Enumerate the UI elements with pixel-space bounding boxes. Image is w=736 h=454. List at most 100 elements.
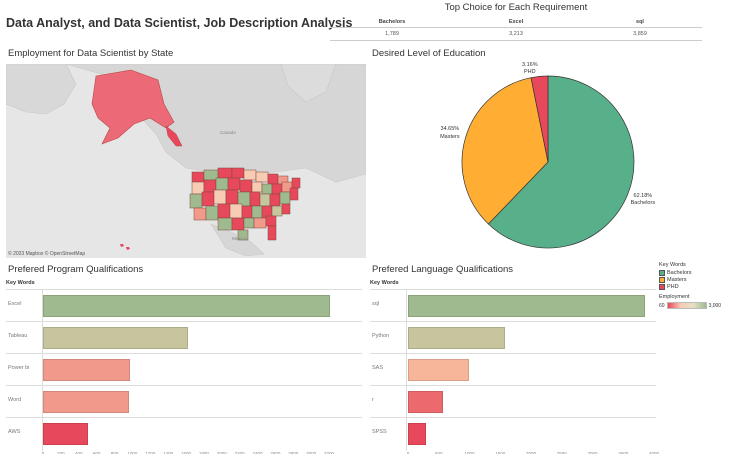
education-pie[interactable]: 62.18% Bachelors 34.65% Masters 3.16% PHD	[372, 62, 662, 258]
x-axis-tick: 3200	[323, 451, 335, 454]
bar-category-label: Power bi	[8, 365, 30, 371]
category-column-separator	[406, 289, 407, 451]
legend-swatch	[659, 277, 665, 283]
pie-label-name: PHD	[523, 69, 536, 76]
bar-row: sql	[370, 289, 656, 320]
top-choice-header: Excel	[454, 17, 578, 28]
top-choice-header: sql	[578, 17, 702, 28]
bar-category-label: r	[372, 397, 374, 403]
dashboard-title: Data Analyst, and Data Scientist, Job De…	[6, 16, 353, 30]
bar[interactable]	[408, 295, 646, 317]
legend-swatch	[659, 284, 665, 290]
pie-canvas	[461, 75, 635, 249]
x-axis-tick: 800	[110, 451, 119, 454]
map-title: Employment for Data Scientist by State	[8, 48, 174, 59]
x-axis-tick: 1600	[180, 451, 192, 454]
legend-item[interactable]: Bachelors	[659, 270, 735, 276]
language-col-header: Key Words	[370, 280, 399, 286]
legend-item[interactable]: Masters	[659, 277, 735, 283]
x-axis-tick: 2000	[525, 451, 537, 454]
pie-label-pct: 3.16%	[522, 62, 538, 68]
bar-category-label: SPSS	[372, 429, 387, 435]
map-label-mexico: Mexico	[232, 236, 247, 241]
legend-item[interactable]: PHD	[659, 284, 735, 290]
pie-label-pct: 34.65%	[440, 126, 460, 133]
program-col-header: Key Words	[6, 280, 35, 286]
x-axis-tick: 3000	[587, 451, 598, 454]
top-choice-table: Bachelors Excel sql 1,789 3,213 3,859	[330, 17, 702, 41]
legend-swatch	[659, 270, 665, 276]
pie-label-name: Masters	[440, 133, 460, 140]
bar-row: SPSS	[370, 417, 656, 448]
bar-row: Power bi	[6, 353, 362, 384]
x-axis-tick: 1500	[495, 451, 506, 454]
legend-item-label: Bachelors	[667, 270, 692, 276]
x-axis-tick: 1200	[145, 451, 156, 454]
bar[interactable]	[43, 327, 188, 349]
state-alaska[interactable]	[91, 69, 175, 145]
pie-slice-phd[interactable]	[530, 75, 549, 163]
x-axis: 0 500 1000 1500 2000 2500 3000 3500 4000	[370, 451, 660, 454]
bar-category-label: Word	[8, 397, 22, 403]
bar[interactable]	[43, 391, 129, 413]
pie-label-phd: 3.16% PHD	[522, 62, 538, 76]
bar[interactable]	[408, 391, 444, 413]
x-axis-tick: 3500	[618, 451, 629, 454]
bar[interactable]	[43, 359, 130, 381]
employment-max: 3,000	[708, 302, 722, 309]
bar-category-label: AWS	[8, 429, 21, 435]
x-axis-tick: 2600	[270, 451, 281, 454]
bar-row: AWS	[6, 417, 362, 448]
bar-category-label: Tableau	[8, 333, 28, 339]
x-axis-tick: 4000	[648, 451, 660, 454]
top-choice-title: Top Choice for Each Requirement	[444, 2, 588, 13]
x-axis: 0 200 400 600 800 1000 1200 1400 1600 1800 2000 220…	[6, 451, 362, 454]
bar[interactable]	[43, 295, 331, 317]
x-axis-tick: 2000	[216, 451, 227, 454]
x-axis-tick: 2500	[556, 451, 567, 454]
pie-label-masters: 34.65% Masters	[440, 126, 460, 140]
bar-category-label: SAS	[372, 365, 384, 371]
top-choice-header: Bachelors	[330, 17, 454, 28]
x-axis-tick: 2800	[288, 451, 299, 454]
language-chart: Key Words sql Python SAS r SPSS 0 500 1000 1500 2…	[370, 280, 660, 454]
top-choice-value: 1,789	[330, 27, 454, 41]
bar[interactable]	[408, 327, 506, 349]
bar-category-label: sql	[372, 301, 380, 307]
category-column-separator	[42, 289, 43, 451]
legend-item-label: PHD	[667, 284, 679, 290]
employment-min: 60	[659, 302, 665, 309]
bar-category-label: Excel	[8, 301, 22, 307]
program-title: Prefered Program Qualifications	[8, 264, 144, 275]
pie-slice-masters[interactable]	[461, 77, 549, 225]
x-axis-tick: 1000	[127, 451, 138, 454]
bar[interactable]	[408, 359, 469, 381]
x-axis-tick: 1000	[464, 451, 475, 454]
map-label-canada: Canada	[220, 130, 236, 135]
x-axis-tick: 1400	[163, 451, 174, 454]
state-map[interactable]: Canada Mexico © 2023 Mapbox © OpenStreet…	[6, 64, 366, 258]
bar-category-label: Python	[372, 333, 390, 339]
bar[interactable]	[43, 423, 88, 445]
top-choice-value: 3,859	[578, 27, 702, 41]
x-axis-tick: 400	[74, 451, 83, 454]
x-axis-tick: 3000	[306, 451, 317, 454]
employment-scale: 60 3,000	[659, 302, 735, 309]
x-axis-tick: 1800	[198, 451, 209, 454]
top-choice-panel: Top Choice for Each Requirement Bachelor…	[330, 2, 702, 41]
bar[interactable]	[408, 423, 427, 445]
pie-slice-bachelors[interactable]	[487, 75, 635, 249]
bar-row: Python	[370, 321, 656, 352]
bar-row: Word	[6, 385, 362, 416]
map-credit: © 2023 Mapbox © OpenStreetMap	[8, 251, 86, 257]
employment-legend-title: Employment	[659, 294, 690, 300]
x-axis-tick: 500	[434, 451, 443, 454]
x-axis-tick: 200	[57, 451, 65, 454]
bar-row: Tableau	[6, 321, 362, 352]
pie-label-bachelors: 62.18% Bachelors	[631, 193, 655, 207]
legend-item-label: Masters	[667, 277, 687, 283]
bar-row: SAS	[370, 353, 656, 384]
contiguous-us[interactable]	[189, 167, 301, 241]
x-axis-tick: 2200	[234, 451, 245, 454]
pie-label-name: Bachelors	[630, 200, 656, 207]
